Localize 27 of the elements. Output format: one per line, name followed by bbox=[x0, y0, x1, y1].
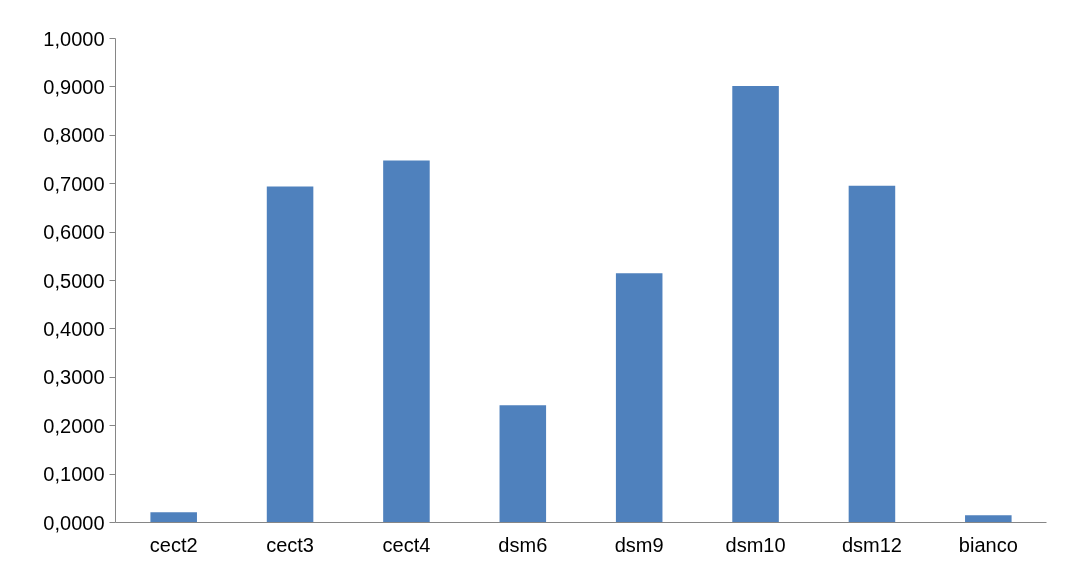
x-tick-label: cect2 bbox=[149, 533, 198, 556]
x-tick-label: cect4 bbox=[382, 533, 431, 556]
y-tick-label: 0,9000 bbox=[43, 75, 105, 98]
y-tick-label: 0,8000 bbox=[43, 124, 105, 147]
bar bbox=[732, 85, 779, 523]
x-tick-label: dsm6 bbox=[498, 533, 548, 556]
bar bbox=[150, 512, 197, 523]
bar bbox=[965, 515, 1012, 523]
x-tick-label: bianco bbox=[958, 533, 1018, 556]
y-tick-label: 0,2000 bbox=[43, 414, 105, 437]
y-tick-label: 0,7000 bbox=[43, 172, 105, 195]
y-tick-label: 0,4000 bbox=[43, 317, 105, 340]
y-tick-label: 1,0000 bbox=[43, 27, 105, 50]
y-tick-label: 0,3000 bbox=[43, 366, 105, 389]
y-tick-label: 0,6000 bbox=[43, 221, 105, 244]
y-tick-label: 0,0000 bbox=[43, 511, 105, 534]
y-tick-label: 0,5000 bbox=[43, 269, 105, 292]
x-tick-label: dsm12 bbox=[841, 533, 902, 556]
bar bbox=[266, 186, 314, 523]
x-tick-label: cect3 bbox=[266, 533, 314, 556]
y-tick-label: 0,1000 bbox=[43, 463, 105, 486]
bar bbox=[499, 405, 547, 523]
bar bbox=[615, 273, 663, 523]
bar bbox=[848, 185, 896, 523]
bar bbox=[383, 160, 430, 523]
x-tick-label: dsm10 bbox=[725, 533, 786, 556]
x-tick-label: dsm9 bbox=[614, 533, 664, 556]
